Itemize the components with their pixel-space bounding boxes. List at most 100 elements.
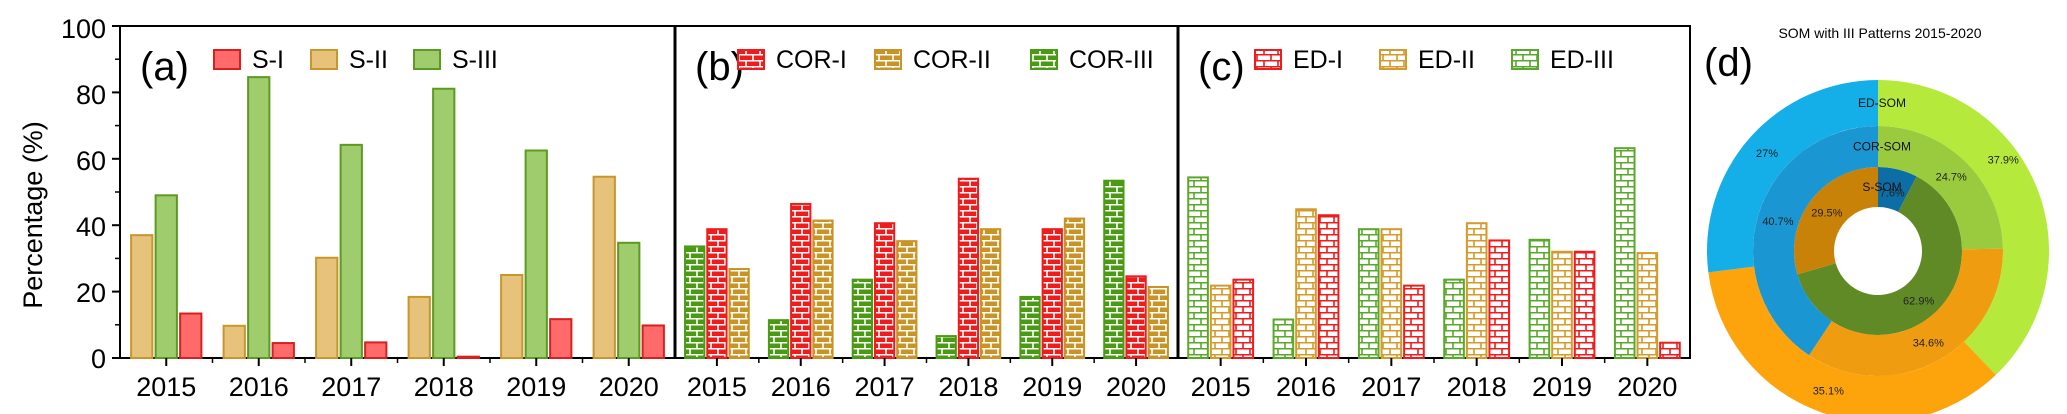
panel-2: 2015 2016 2017 2018 2019 2020 (b) COR-I COR-II CO… bbox=[684, 45, 1169, 402]
bar-COR-II-2015 bbox=[728, 268, 750, 359]
bar-ED-III-2019 bbox=[1528, 238, 1551, 359]
donut-slice-COR-SOM-0 bbox=[1878, 126, 2003, 250]
donut-slice-ED-SOM-2 bbox=[1707, 80, 1878, 273]
legend-label-S-I: S-I bbox=[252, 46, 284, 74]
legend-swatch-S-II bbox=[310, 49, 338, 70]
bar-COR-I-2019 bbox=[1041, 228, 1063, 359]
bar-ED-II-2018 bbox=[1465, 222, 1488, 359]
donut-slice-label: 40.7% bbox=[1762, 216, 1793, 228]
bar-ED-I-2015 bbox=[1232, 278, 1255, 360]
bar-ED-II-2017 bbox=[1380, 228, 1403, 359]
legend-label-COR-I: COR-I bbox=[776, 46, 847, 74]
y-tick-label: 60 bbox=[76, 146, 106, 176]
x-tick-label: 2017 bbox=[321, 372, 381, 402]
bar-COR-III-2018 bbox=[935, 335, 957, 360]
donut-panel: SOM with III Patterns 2015-2020 (d) 7.6% 62… bbox=[1704, 25, 2049, 414]
legend-swatch-COR-II bbox=[874, 49, 902, 70]
bar-S-I-2015 bbox=[179, 312, 203, 359]
bar-S-I-2020 bbox=[641, 324, 665, 359]
panel-letter: (b) bbox=[695, 45, 744, 89]
bar-S-I-2016 bbox=[271, 342, 295, 359]
donut-slice-label: 35.1% bbox=[1813, 385, 1844, 397]
bar-ED-II-2016 bbox=[1295, 208, 1317, 359]
bar-COR-III-2015 bbox=[684, 245, 706, 359]
nested-donut: SOM with III Patterns 2015-2020 (d) 7.6% 62… bbox=[1704, 25, 2049, 414]
donut-slice-label: 24.7% bbox=[1936, 171, 1967, 183]
bar-ED-III-2020 bbox=[1613, 147, 1636, 359]
bar-ED-III-2016 bbox=[1272, 318, 1295, 360]
donut-slice-COR-SOM-1 bbox=[1809, 248, 2003, 376]
legend-swatch-ED-III bbox=[1511, 49, 1539, 70]
bar-S-I-2018 bbox=[456, 355, 480, 359]
donut-slice-ED-SOM-1 bbox=[1708, 266, 1996, 414]
panel-letter: (d) bbox=[1704, 41, 1753, 85]
bar-ED-III-2017 bbox=[1357, 228, 1380, 359]
bar-S-I-2017 bbox=[364, 341, 388, 359]
bar-S-III-2018 bbox=[432, 87, 456, 360]
legend-label-S-II: S-II bbox=[349, 46, 388, 74]
bar-S-I-2019 bbox=[549, 318, 573, 360]
x-tick-label: 2019 bbox=[1022, 372, 1082, 402]
legend-label-COR-II: COR-II bbox=[913, 46, 991, 74]
legend-swatch-ED-I bbox=[1254, 49, 1282, 70]
y-tick-label: 100 bbox=[61, 14, 106, 44]
bar-COR-I-2020 bbox=[1125, 275, 1147, 359]
bar-S-II-2016 bbox=[222, 324, 246, 359]
y-tick-label: 20 bbox=[76, 278, 106, 308]
ring-name-ED-SOM: ED-SOM bbox=[1858, 96, 1906, 110]
panel-1: 2015 2016 2017 2018 2019 2020 (a) S-I S-II S-III bbox=[130, 45, 665, 402]
bar-COR-III-2017 bbox=[851, 278, 874, 360]
x-tick-label: 2020 bbox=[599, 372, 659, 402]
bar-ED-I-2017 bbox=[1403, 284, 1425, 359]
bar-COR-II-2019 bbox=[1063, 217, 1086, 359]
panel-letter: (a) bbox=[140, 45, 189, 89]
donut-slice-label: 7.6% bbox=[1880, 188, 1905, 200]
x-tick-label: 2019 bbox=[1532, 372, 1592, 402]
bar-ED-I-2020 bbox=[1659, 341, 1681, 359]
bar-ED-II-2015 bbox=[1209, 284, 1232, 359]
ring-name-COR-SOM: COR-SOM bbox=[1853, 140, 1911, 154]
bar-ED-III-2018 bbox=[1443, 278, 1465, 360]
bar-ED-I-2016 bbox=[1317, 214, 1340, 359]
bar-ED-III-2015 bbox=[1187, 176, 1209, 359]
bar-ED-II-2020 bbox=[1636, 252, 1659, 359]
legend-label-S-III: S-III bbox=[452, 46, 498, 74]
x-tick-label: 2015 bbox=[1191, 372, 1251, 402]
bar-S-II-2015 bbox=[130, 234, 154, 359]
donut-title: SOM with III Patterns 2015-2020 bbox=[1778, 25, 1981, 41]
y-tick-labels: 0 20 40 60 80 100 bbox=[61, 14, 106, 374]
y-axis-label: Percentage (%) bbox=[18, 121, 48, 309]
legend-swatch-S-I bbox=[213, 49, 241, 70]
donut-slice-S-SOM-0 bbox=[1878, 167, 1917, 212]
bar-COR-II-2018 bbox=[979, 228, 1002, 359]
ring-name-S-SOM: S-SOM bbox=[1862, 180, 1901, 194]
x-tick-label: 2016 bbox=[229, 372, 289, 402]
bar-COR-III-2020 bbox=[1103, 179, 1125, 359]
donut-slice-S-SOM-2 bbox=[1793, 167, 1878, 275]
bar-S-III-2015 bbox=[154, 194, 178, 359]
legend-swatch-COR-III bbox=[1030, 49, 1058, 70]
bar-COR-I-2018 bbox=[957, 177, 980, 359]
legend-label-ED-II: ED-II bbox=[1418, 46, 1475, 74]
bar-S-III-2020 bbox=[617, 241, 641, 360]
x-tick-label: 2018 bbox=[414, 372, 474, 402]
panel-3: 2015 2016 2017 2018 2019 2020 (c) ED-I ED-II ED-I… bbox=[1187, 45, 1681, 402]
bar-S-III-2017 bbox=[339, 143, 363, 359]
bar-COR-III-2019 bbox=[1019, 295, 1041, 359]
donut-slice-ED-SOM-0 bbox=[1878, 80, 2049, 375]
x-tick-label: 2016 bbox=[771, 372, 831, 402]
x-tick-label: 2017 bbox=[855, 372, 915, 402]
legend-label-ED-I: ED-I bbox=[1293, 46, 1343, 74]
bar-S-III-2019 bbox=[524, 149, 548, 359]
x-tick-label: 2019 bbox=[506, 372, 566, 402]
y-tick-label: 0 bbox=[91, 344, 106, 374]
bar-COR-II-2020 bbox=[1147, 285, 1169, 359]
x-tick-label: 2020 bbox=[1106, 372, 1166, 402]
bar-S-II-2019 bbox=[500, 274, 524, 359]
x-tick-label: 2018 bbox=[1447, 372, 1507, 402]
legend-swatch-ED-II bbox=[1379, 49, 1407, 70]
donut-slice-COR-SOM-2 bbox=[1753, 126, 1878, 356]
bar-COR-II-2016 bbox=[812, 219, 834, 359]
bar-ED-I-2018 bbox=[1488, 239, 1511, 359]
